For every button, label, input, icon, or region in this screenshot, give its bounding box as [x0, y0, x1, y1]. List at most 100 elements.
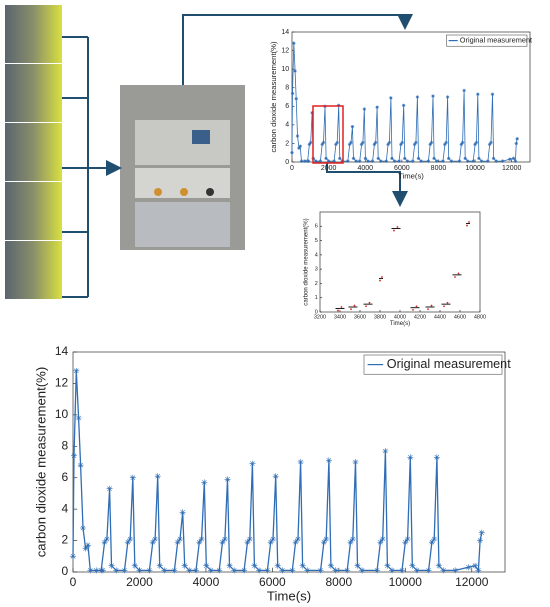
data-marker [198, 536, 205, 542]
data-marker [181, 562, 188, 569]
data-marker [405, 159, 410, 163]
data-marker [443, 142, 447, 147]
data-point [457, 272, 460, 275]
y-axis-label: carbon dioxide measurement(%) [269, 41, 278, 153]
data-point [396, 226, 399, 228]
data-marker [446, 156, 451, 161]
data-marker [136, 567, 143, 574]
data-marker [465, 564, 472, 571]
data-marker [171, 567, 178, 574]
data-marker [221, 536, 228, 542]
data-marker [511, 156, 516, 161]
data-marker [349, 140, 353, 145]
data-marker [382, 448, 389, 454]
data-marker [472, 562, 479, 569]
data-marker [338, 156, 342, 161]
data-marker [384, 159, 389, 163]
data-marker [445, 95, 450, 99]
data-marker [349, 536, 356, 542]
data-marker [363, 156, 368, 161]
data-point [430, 304, 433, 307]
y-tick-label: 8 [285, 85, 289, 92]
data-marker [314, 159, 318, 163]
data-point [365, 305, 367, 308]
data-marker [428, 539, 435, 546]
data-marker [419, 159, 423, 163]
data-marker [113, 567, 120, 574]
data-point [454, 276, 456, 278]
data-marker [289, 567, 296, 574]
data-marker [494, 159, 498, 163]
chart: 0 2000 4000 6000 8000 10000 12000 0 2 4 6 8 10 12 14 Ti… [269, 29, 532, 181]
y-tick-label: 4 [285, 122, 289, 129]
x-tick-label: 6000 [259, 575, 286, 589]
data-marker [460, 140, 465, 145]
data-marker [390, 156, 394, 161]
data-marker [514, 141, 519, 146]
data-marker [357, 159, 362, 163]
data-marker [308, 140, 313, 145]
legend-label: Original measurement [387, 357, 511, 371]
data-marker [332, 567, 339, 574]
x-tick-label: 8000 [431, 165, 447, 172]
data-marker [429, 140, 434, 145]
data-marker [82, 545, 89, 552]
connectors [62, 14, 413, 298]
data-marker [379, 536, 386, 542]
data-marker [399, 142, 403, 147]
y-tick-label: 5 [315, 238, 318, 244]
data-marker [290, 91, 295, 96]
data-marker [270, 536, 277, 542]
x-tick-label: 4400 [434, 314, 446, 320]
y-tick-label: 6 [62, 470, 69, 484]
data-marker [106, 485, 113, 492]
data-marker [411, 159, 415, 163]
data-marker [387, 140, 392, 145]
data-marker [73, 367, 80, 374]
x-tick-label: 10000 [465, 165, 485, 172]
data-marker [325, 457, 332, 464]
data-marker [407, 454, 414, 461]
x-tick-label: 8000 [325, 575, 352, 589]
data-point [415, 305, 418, 308]
data-marker [431, 536, 438, 542]
x-tick-label: 3800 [374, 314, 386, 320]
data-marker [457, 159, 462, 163]
data-marker [362, 107, 367, 111]
data-marker [317, 567, 324, 574]
data-marker [70, 553, 76, 560]
data-marker [435, 562, 442, 569]
data-marker [224, 476, 231, 483]
data-marker [432, 156, 436, 161]
data-marker [426, 159, 431, 163]
data-marker [87, 567, 94, 574]
y-tick-label: 2 [62, 533, 69, 547]
data-marker [347, 142, 352, 147]
data-point [466, 224, 468, 227]
data-marker [307, 142, 312, 147]
data-marker [249, 460, 256, 467]
data-marker [392, 159, 397, 163]
legend-box [363, 354, 503, 375]
data-marker [344, 567, 351, 574]
data-marker [491, 156, 496, 161]
data-marker [75, 415, 82, 421]
data-marker [320, 142, 324, 147]
data-marker [400, 140, 404, 145]
data-marker [440, 567, 447, 574]
data-marker [303, 159, 307, 163]
data-marker [515, 137, 519, 141]
data-marker [384, 562, 391, 569]
data-marker [321, 140, 326, 145]
data-point [443, 305, 445, 308]
data-marker [500, 159, 505, 163]
x-tick-label: 0 [290, 165, 294, 172]
y-tick-label: 14 [281, 29, 289, 36]
y-axis-label: carbon dioxide measurement(%) [303, 218, 309, 305]
data-marker [264, 567, 271, 574]
data-point [340, 306, 343, 308]
data-marker [292, 41, 296, 45]
plot-frame [72, 351, 506, 573]
data-marker [299, 159, 304, 163]
data-point [427, 308, 429, 311]
